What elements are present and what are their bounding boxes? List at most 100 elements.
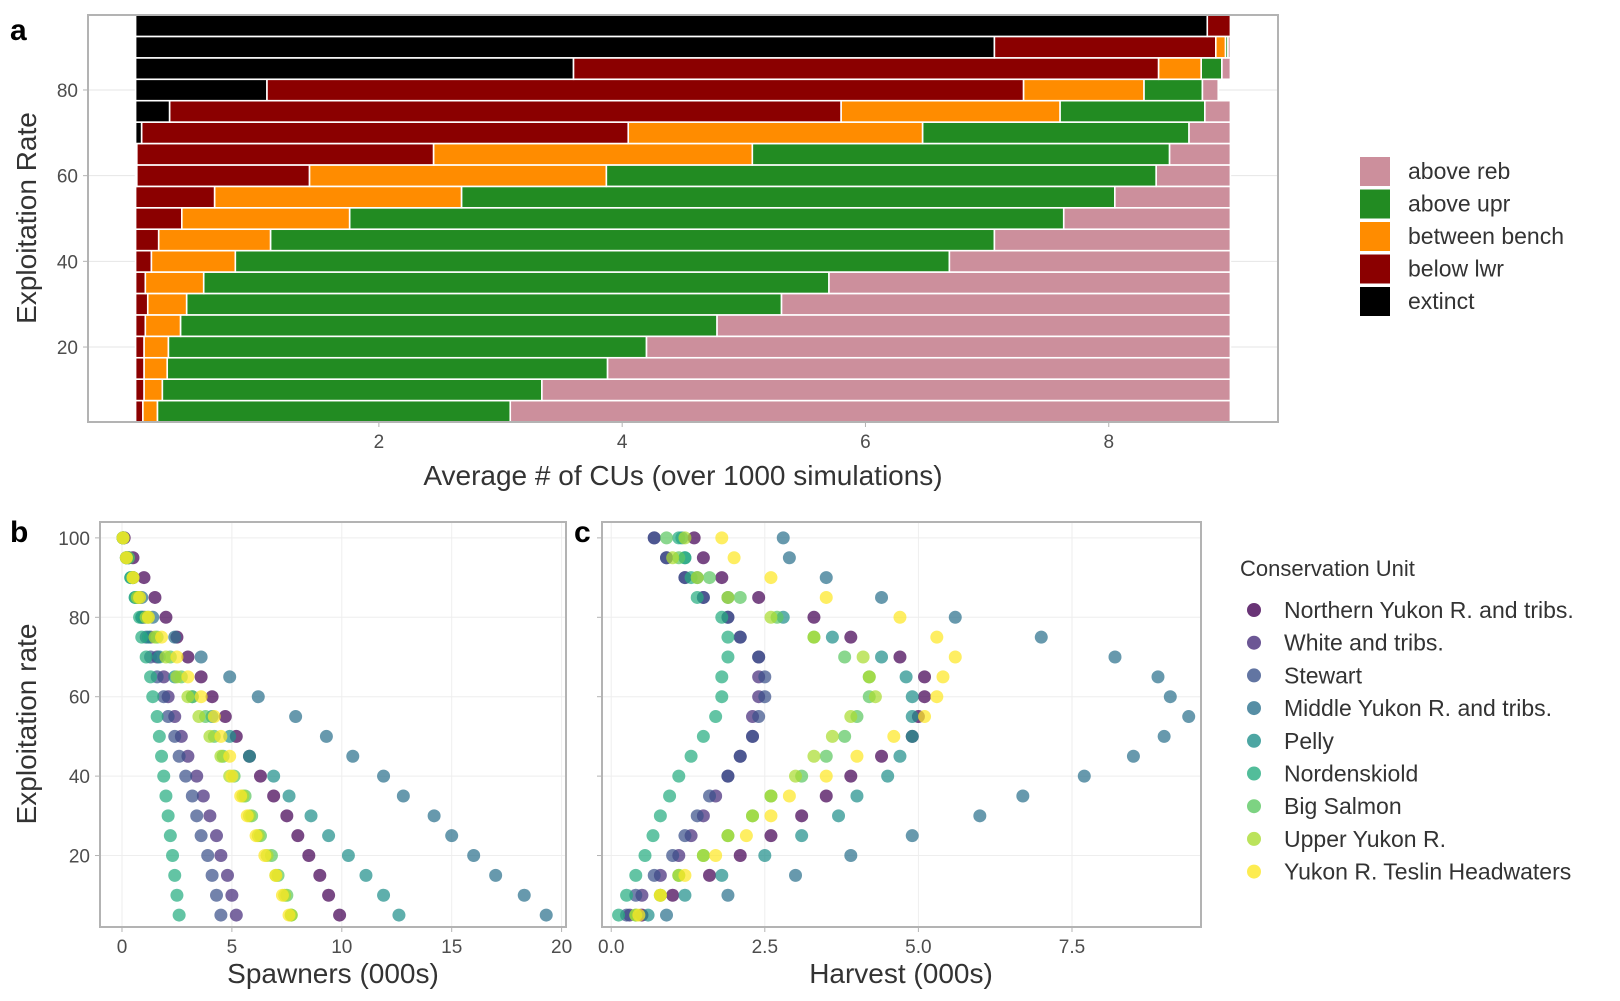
point-c-series-4-er-10 (678, 888, 692, 902)
point-c-series-3-er-80 (948, 610, 962, 624)
bar-segment-above-upr-er-5 (156, 399, 512, 423)
point-b-series-5-er-5 (172, 908, 186, 922)
legend-swatch-above-reb (1360, 157, 1390, 186)
point-c-series-0-er-100 (687, 531, 701, 545)
point-c-series-5-er-70 (721, 650, 735, 664)
bar-segment-below-lwr-er-45 (134, 228, 160, 252)
point-b-series-2-er-5 (214, 908, 228, 922)
point-b-series-0-er-10 (322, 888, 336, 902)
point-b-series-0-er-25 (291, 829, 305, 843)
point-b-series-1-er-40 (190, 769, 204, 783)
point-c-series-2-er-30 (690, 809, 704, 823)
point-b-series-8-er-5 (282, 908, 296, 922)
legend-key-series-3 (1247, 701, 1261, 716)
point-b-series-8-er-95 (119, 551, 133, 565)
bar-segment-above-upr-er-65 (751, 142, 1171, 166)
bar-segment-extinct-er-75 (134, 99, 171, 123)
legend-key-series-2 (1247, 668, 1261, 683)
point-c-series-8-er-95 (727, 551, 741, 565)
bar-segment-between-bench-er-15 (143, 356, 169, 380)
point-c-series-7-er-20 (696, 849, 710, 863)
point-c-series-4-er-65 (899, 670, 913, 684)
point-c-series-8-er-65 (936, 670, 950, 684)
point-c-series-3-er-10 (721, 888, 735, 902)
point-b-series-3-er-30 (427, 809, 441, 823)
point-c-series-7-er-80 (764, 610, 778, 624)
bar-segment-below-lwr-er-75 (168, 99, 842, 123)
point-b-series-2-er-35 (185, 789, 199, 803)
point-c-series-0-er-70 (893, 650, 907, 664)
bar-segment-above-upr-er-70 (921, 121, 1190, 145)
point-c-series-5-er-80 (715, 610, 729, 624)
point-c-series-0-er-95 (696, 551, 710, 565)
bar-segment-above-upr-er-30 (185, 292, 783, 316)
point-b-series-4-er-35 (282, 789, 296, 803)
point-c-series-5-er-85 (690, 590, 704, 604)
panel-a-y-tick-label: 80 (57, 81, 78, 102)
point-b-series-2-er-55 (161, 710, 175, 724)
point-c-series-4-er-35 (850, 789, 864, 803)
point-c-series-0-er-35 (819, 789, 833, 803)
bar-segment-between-bench-er-85 (1157, 57, 1203, 81)
point-b-series-3-er-75 (168, 630, 182, 644)
point-c-series-8-er-60 (930, 690, 944, 704)
point-b-series-4-er-20 (341, 849, 355, 863)
point-c-series-2-er-15 (647, 868, 661, 882)
point-b-series-3-er-15 (489, 868, 503, 882)
panel-a-y-axis-title: Exploitation Rate (11, 112, 42, 324)
point-c-series-7-er-25 (721, 829, 735, 843)
panel-b-x-tick-label: 10 (331, 937, 352, 958)
point-c-series-2-er-50 (746, 729, 760, 743)
point-b-series-5-er-20 (166, 849, 180, 863)
point-b-series-8-er-45 (223, 749, 237, 763)
bar-segment-above-upr-er-60 (605, 164, 1157, 188)
legend-key-series-4 (1247, 733, 1261, 748)
point-c-series-5-er-30 (653, 809, 667, 823)
point-b-series-1-er-30 (203, 809, 217, 823)
point-c-series-6-er-50 (838, 729, 852, 743)
point-b-series-5-er-65 (144, 670, 158, 684)
point-b-series-4-er-15 (359, 868, 373, 882)
point-b-series-5-er-50 (152, 729, 166, 743)
point-b-series-0-er-70 (181, 650, 195, 664)
panel-b-x-tick-label: 15 (441, 937, 462, 958)
point-c-series-6-er-90 (703, 571, 717, 585)
point-c-series-5-er-50 (696, 729, 710, 743)
point-b-series-8-er-20 (258, 849, 272, 863)
bar-segment-above-reb-er-5 (509, 399, 1232, 423)
bar-segment-below-lwr-er-15 (134, 356, 145, 380)
legend-label-series-3: Middle Yukon R. and tribs. (1284, 695, 1552, 721)
legend-label-below-lwr: below lwr (1408, 256, 1504, 282)
bar-segment-between-bench-er-45 (157, 228, 272, 252)
bar-segment-above-reb-er-70 (1188, 121, 1232, 145)
panel-a-y-tick-label: 20 (57, 338, 78, 359)
bar-segment-below-lwr-er-95 (1206, 14, 1232, 38)
point-c-series-5-er-60 (715, 690, 729, 704)
point-b-series-0-er-85 (148, 590, 162, 604)
point-c-series-2-er-40 (721, 769, 735, 783)
bar-segment-below-lwr-er-80 (266, 78, 1025, 102)
point-b-series-5-er-30 (161, 809, 175, 823)
point-b-series-5-er-70 (139, 650, 153, 664)
bar-segment-between-bench-er-10 (143, 378, 164, 402)
panel-b-x-tick-label: 5 (227, 937, 238, 958)
point-c-series-0-er-65 (918, 670, 932, 684)
point-c-series-8-er-50 (887, 729, 901, 743)
point-c-series-8-er-25 (739, 829, 753, 843)
bar-segment-below-lwr-er-30 (134, 292, 149, 316)
point-b-series-4-er-5 (392, 908, 406, 922)
bar-segment-between-bench-er-40 (150, 249, 237, 273)
point-c-series-0-er-80 (807, 610, 821, 624)
point-b-series-1-er-15 (220, 868, 234, 882)
point-c-series-4-er-60 (905, 690, 919, 704)
point-b-series-8-er-85 (133, 590, 147, 604)
point-c-series-4-er-70 (875, 650, 889, 664)
panel-c-harvest-scatter: 0.0 2.5 5.0 7.5 Harvest (000s) c Conservati… (574, 516, 1574, 989)
point-b-series-0-er-40 (253, 769, 267, 783)
legend-label-series-8: Yukon R. Teslin Headwaters (1284, 859, 1571, 885)
point-c-series-0-er-75 (844, 630, 858, 644)
point-c-series-0-er-25 (764, 829, 778, 843)
bar-segment-extinct-er-70 (134, 121, 143, 145)
bar-segment-between-bench-er-55 (213, 185, 463, 209)
point-c-series-8-er-70 (948, 650, 962, 664)
